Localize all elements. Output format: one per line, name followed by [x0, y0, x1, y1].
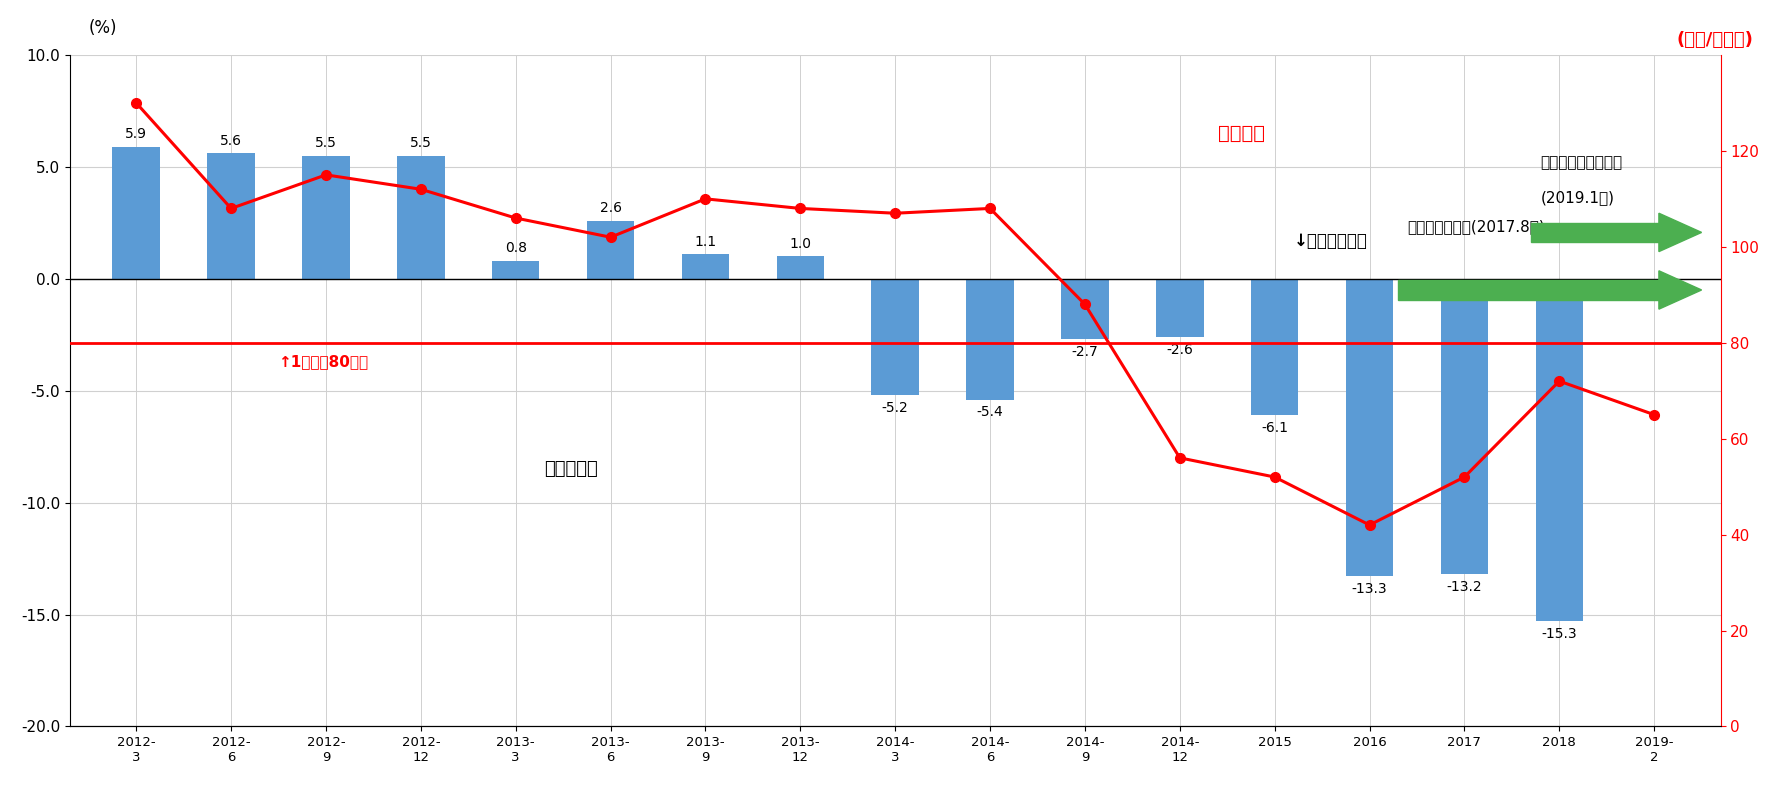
- Text: 5.5: 5.5: [409, 136, 433, 150]
- Polygon shape: [1659, 214, 1702, 252]
- Bar: [1440, 279, 1488, 575]
- Text: -5.4: -5.4: [977, 405, 1004, 419]
- Text: (ドル/バレル): (ドル/バレル): [1677, 31, 1753, 49]
- Text: 石油価格: 石油価格: [1218, 124, 1266, 143]
- Bar: [303, 155, 349, 279]
- Text: 米国の金融制裁(2017.8～): 米国の金融制裁(2017.8～): [1408, 219, 1545, 234]
- Bar: [112, 147, 160, 279]
- Text: 経済成長率: 経済成長率: [545, 460, 598, 478]
- Bar: [1397, 280, 1659, 300]
- Bar: [1155, 279, 1203, 337]
- Bar: [1346, 279, 1394, 576]
- Bar: [1251, 279, 1298, 415]
- Bar: [776, 257, 824, 279]
- Text: -13.3: -13.3: [1351, 582, 1387, 596]
- Text: -13.2: -13.2: [1447, 580, 1483, 593]
- Text: (2019.1～): (2019.1～): [1540, 191, 1614, 206]
- Polygon shape: [1659, 271, 1702, 309]
- Text: -5.2: -5.2: [881, 401, 908, 414]
- Text: 1.0: 1.0: [789, 237, 812, 250]
- Bar: [206, 153, 255, 279]
- Text: (%): (%): [89, 19, 117, 37]
- Bar: [587, 221, 634, 279]
- Bar: [967, 279, 1015, 400]
- Text: ↓成長率ゼロ％: ↓成長率ゼロ％: [1294, 232, 1367, 250]
- Text: -15.3: -15.3: [1541, 627, 1577, 641]
- Text: 0.8: 0.8: [506, 241, 527, 255]
- Bar: [682, 254, 730, 279]
- Text: ↑1バレル80ドル: ↑1バレル80ドル: [278, 354, 368, 369]
- Text: -2.7: -2.7: [1072, 345, 1098, 359]
- Text: 5.9: 5.9: [125, 127, 148, 141]
- Bar: [1531, 223, 1659, 242]
- Bar: [397, 155, 445, 279]
- Bar: [1536, 279, 1582, 621]
- Bar: [491, 261, 539, 279]
- Text: -6.1: -6.1: [1262, 421, 1289, 435]
- Text: 米国の石油部門制裁: 米国の石油部門制裁: [1540, 155, 1622, 170]
- Text: 5.5: 5.5: [315, 136, 336, 150]
- Text: 1.1: 1.1: [694, 235, 717, 249]
- Text: -2.6: -2.6: [1166, 342, 1193, 356]
- Text: 5.6: 5.6: [221, 133, 242, 148]
- Bar: [872, 279, 918, 395]
- Bar: [1061, 279, 1109, 339]
- Text: 2.6: 2.6: [600, 201, 621, 215]
